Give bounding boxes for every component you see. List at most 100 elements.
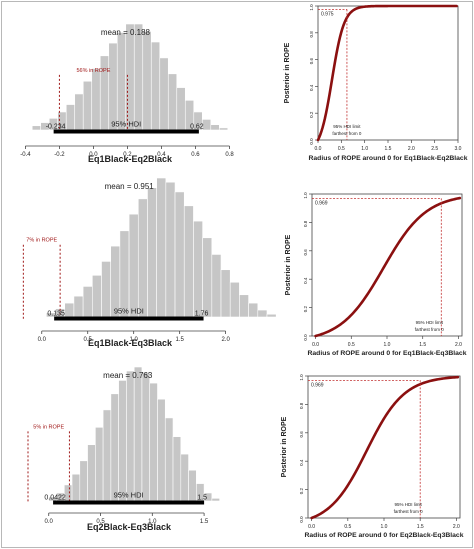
x-tick-label: 0.4	[157, 152, 166, 158]
histogram-bar	[110, 393, 119, 502]
histogram-bar	[180, 453, 189, 502]
y-tick-label: 0.2	[299, 487, 304, 494]
histogram-bar	[118, 380, 127, 502]
histogram-bar	[137, 198, 148, 318]
y-tick-label: 0.8	[303, 220, 308, 227]
rope-plot-3: 0.0 0.5 1.0 1.5 2.0 0.0 0.2 0.4 0.6 0.8 1.0 0.969 95…	[281, 374, 464, 539]
histogram-3: 0.0 0.5 1.0 1.5 Eq2Black-Eq3Black 5% in ROPE 9…	[27, 366, 220, 532]
x-axis-label: Radius of ROPE around 0 for Eq1Black-Eq3…	[307, 350, 466, 357]
histogram-bar	[266, 313, 277, 318]
histogram-bar	[95, 426, 104, 502]
x-tick-label: 0.5	[96, 519, 105, 525]
histogram-bar	[91, 68, 101, 131]
rope-plot-2: 0.0 0.5 1.0 1.5 2.0 0.0 0.2 0.4 0.6 0.8 1.0 0.969 95…	[285, 192, 467, 357]
y-axis-label: Posterior in ROPE	[284, 42, 291, 103]
hdi-limit-note: 95% HDI limit	[333, 124, 361, 129]
x-tick-label: -0.4	[20, 152, 31, 158]
histogram-bar	[126, 370, 135, 502]
histogram-bar	[164, 417, 174, 502]
histogram-bar	[73, 295, 84, 318]
x-tick-label: 0.0	[312, 342, 319, 348]
rope-percent-label: 5% in ROPE	[33, 424, 64, 430]
hdi-high-label: 1.76	[195, 311, 209, 318]
histogram-bar	[203, 492, 213, 502]
histogram-bar	[65, 104, 76, 131]
x-tick-label: 2.0	[455, 342, 462, 348]
x-axis-label: Eq1Black-Eq3Black	[88, 338, 173, 348]
histogram-bar	[159, 57, 169, 131]
x-tick-label: 0.0	[89, 152, 98, 158]
x-tick-label: 1.0	[361, 146, 368, 152]
x-tick-label: 2.0	[453, 524, 460, 530]
value-label: 0.969	[311, 382, 324, 388]
histogram-bar	[218, 127, 229, 131]
y-tick-label: 0.4	[303, 277, 308, 284]
histogram-bar	[133, 366, 143, 502]
y-axis-label: Posterior in ROPE	[281, 416, 288, 477]
histogram-bar	[101, 261, 111, 318]
x-tick-label: 0.5	[338, 146, 345, 152]
histogram-bar	[172, 436, 182, 502]
histogram-bar	[174, 191, 185, 318]
histogram-bar	[142, 31, 152, 131]
x-tick-label: 0.0	[38, 337, 47, 343]
y-tick-label: 0.8	[309, 31, 314, 38]
histogram-bar	[165, 181, 176, 318]
y-tick-label: 0.6	[309, 57, 314, 64]
histogram-bar	[188, 469, 197, 502]
plot-frame	[311, 193, 463, 337]
hdi-label: 95% HDI	[114, 307, 144, 316]
rope-curve	[314, 196, 462, 338]
x-tick-label: 2.0	[221, 337, 230, 343]
histogram-bar	[211, 498, 220, 502]
x-axis-label: Eq2Black-Eq3Black	[87, 522, 172, 532]
x-tick-label: 1.5	[175, 337, 184, 343]
x-tick-label: 0.0	[45, 519, 54, 525]
histogram-bar	[119, 230, 130, 318]
x-tick-label: 0.5	[344, 524, 351, 530]
histogram-bar	[193, 220, 203, 318]
histogram-bar	[92, 274, 102, 318]
rope-plot-1: 0.0 0.5 1.0 1.5 2.0 2.5 3.0 0.0 0.2 0.4 0.6 0.8 1.0 0…	[284, 4, 468, 162]
x-axis-label: Eq1Black-Eq2Black	[88, 154, 173, 164]
histogram-bar	[167, 73, 178, 131]
x-tick-label: 0.0	[315, 146, 322, 152]
y-axis-label: Posterior in ROPE	[285, 234, 292, 295]
x-tick-label: 1.0	[384, 342, 391, 348]
x-tick-label: 0.5	[84, 337, 93, 343]
y-tick-label: 0.0	[299, 516, 304, 523]
histogram-bar	[125, 23, 135, 131]
x-tick-label: 2.0	[408, 146, 415, 152]
x-tick-label: 0.0	[308, 524, 315, 530]
x-tick-label: 0.5	[348, 342, 355, 348]
histogram-bar	[71, 473, 81, 502]
hdi-high-label: 1.5	[197, 495, 207, 502]
histogram-bar	[141, 372, 151, 502]
x-tick-label: 0.2	[123, 152, 132, 158]
histogram-bar	[128, 213, 139, 318]
mean-label: mean = 0.763	[103, 371, 153, 380]
histogram-bar	[102, 409, 112, 502]
histogram-bar	[116, 32, 127, 131]
histogram-bar	[108, 42, 118, 131]
histogram-bar	[149, 382, 158, 502]
x-tick-label: 1.0	[130, 337, 139, 343]
histogram-bar	[257, 309, 268, 318]
y-tick-label: 1.0	[309, 4, 314, 11]
x-tick-label: 0.8	[225, 152, 234, 158]
x-tick-label: 1.5	[385, 146, 392, 152]
histogram-2: 0.0 0.5 1.0 1.5 2.0 Eq1Black-Eq3Black 7% in RO…	[22, 177, 277, 348]
hdi-label: 95% HDI	[114, 491, 144, 500]
mean-label: mean = 0.188	[101, 28, 151, 37]
x-tick-label: 0.6	[191, 152, 200, 158]
x-tick-label: 1.0	[148, 519, 157, 525]
x-axis-label: Radius of ROPE around 0 for Eq1Black-Eq2…	[308, 155, 467, 162]
rope-percent-label: 7% in ROPE	[26, 238, 57, 244]
hdi-limit-note: 95% HDI limit	[395, 502, 423, 507]
y-tick-label: 1.0	[303, 192, 308, 199]
hdi-high-label: 0.62	[190, 124, 204, 131]
histogram-bar	[156, 177, 167, 318]
histogram-bar	[248, 302, 259, 318]
hdi-limit-note: 95% HDI limit	[416, 320, 444, 325]
